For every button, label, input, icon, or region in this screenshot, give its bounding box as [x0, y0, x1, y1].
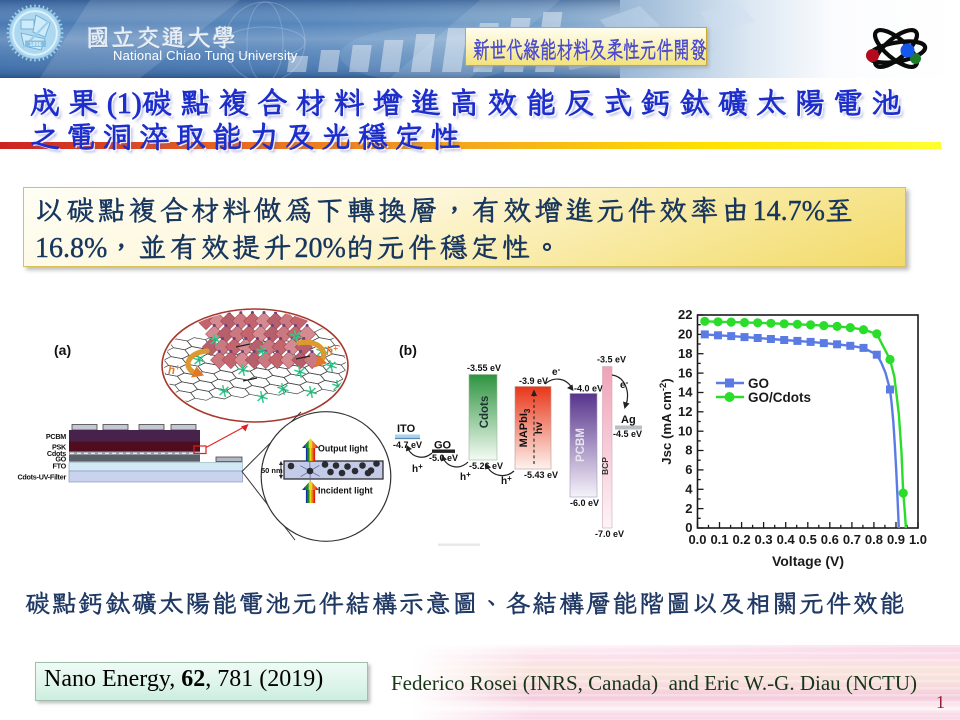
svg-text:Incident light: Incident light	[318, 486, 373, 496]
svg-text:8: 8	[685, 443, 692, 458]
svg-text:-4.0 eV: -4.0 eV	[574, 384, 603, 394]
svg-text:20: 20	[678, 327, 692, 342]
svg-text:BCP: BCP	[600, 457, 610, 475]
svg-text:PCBM: PCBM	[46, 432, 66, 441]
svg-text:0.9: 0.9	[887, 532, 905, 547]
svg-text:22: 22	[678, 307, 692, 322]
svg-text:4: 4	[685, 482, 693, 497]
svg-text:Output light: Output light	[318, 444, 368, 454]
svg-text:(a): (a)	[54, 342, 71, 358]
svg-text:0.5: 0.5	[799, 532, 817, 547]
svg-text:h+: h+	[460, 470, 471, 483]
svg-text:14: 14	[678, 385, 693, 400]
svg-text:(b): (b)	[399, 342, 417, 358]
svg-text:0: 0	[685, 520, 692, 535]
svg-text:e-: e-	[552, 365, 561, 378]
svg-text:Cdots: Cdots	[47, 449, 66, 458]
svg-text:-3.5 eV: -3.5 eV	[597, 355, 626, 365]
svg-text:MAPbI3: MAPbI3	[518, 408, 532, 447]
svg-text:hv: hv	[533, 422, 545, 434]
svg-text:-6.0 eV: -6.0 eV	[570, 498, 599, 508]
svg-text:0.4: 0.4	[777, 532, 796, 547]
svg-text:2: 2	[685, 501, 692, 516]
svg-text:12: 12	[678, 404, 692, 419]
svg-text:-7.0 eV: -7.0 eV	[595, 529, 624, 539]
svg-text:Ag: Ag	[621, 414, 636, 426]
svg-text:ITO: ITO	[397, 423, 416, 435]
svg-text:18: 18	[678, 346, 692, 361]
svg-text:10: 10	[678, 423, 692, 438]
svg-text:0.3: 0.3	[755, 532, 773, 547]
svg-text:0.8: 0.8	[865, 532, 883, 547]
svg-text:0.7: 0.7	[843, 532, 861, 547]
svg-text:PCBM: PCBM	[575, 428, 587, 462]
svg-text:0.0: 0.0	[688, 532, 706, 547]
svg-text:-4.5 eV: -4.5 eV	[613, 429, 642, 439]
svg-text:Jsc (mA cm-2): Jsc (mA cm-2)	[658, 378, 674, 464]
svg-text:-4.7 eV: -4.7 eV	[393, 440, 422, 450]
svg-text:0.2: 0.2	[733, 532, 751, 547]
svg-text:GO: GO	[55, 455, 66, 464]
svg-text:Cdots: Cdots	[479, 396, 491, 429]
svg-text:6: 6	[685, 462, 692, 477]
svg-text:GO: GO	[748, 376, 769, 391]
svg-text:Voltage (V): Voltage (V)	[772, 553, 844, 569]
svg-text:-3.9 eV: -3.9 eV	[519, 376, 548, 386]
svg-text:FTO: FTO	[53, 462, 67, 471]
svg-text:Cdots-UV-Filter: Cdots-UV-Filter	[17, 473, 66, 482]
svg-text:GO: GO	[434, 440, 452, 452]
svg-text:h+: h+	[412, 462, 423, 475]
svg-text:PSK: PSK	[52, 443, 67, 452]
svg-text:-3.55 eV: -3.55 eV	[467, 363, 501, 373]
svg-text:1.0: 1.0	[909, 532, 927, 547]
svg-text:50 nm: 50 nm	[261, 466, 283, 475]
svg-text:0.6: 0.6	[821, 532, 839, 547]
svg-text:1896: 1896	[29, 42, 41, 48]
svg-text:-5.43 eV: -5.43 eV	[524, 470, 558, 480]
svg-text:e-: e-	[620, 378, 629, 391]
svg-text:16: 16	[678, 365, 692, 380]
svg-text:h+: h+	[501, 474, 512, 487]
svg-text:0.1: 0.1	[710, 532, 728, 547]
svg-text:GO/Cdots: GO/Cdots	[748, 390, 811, 405]
